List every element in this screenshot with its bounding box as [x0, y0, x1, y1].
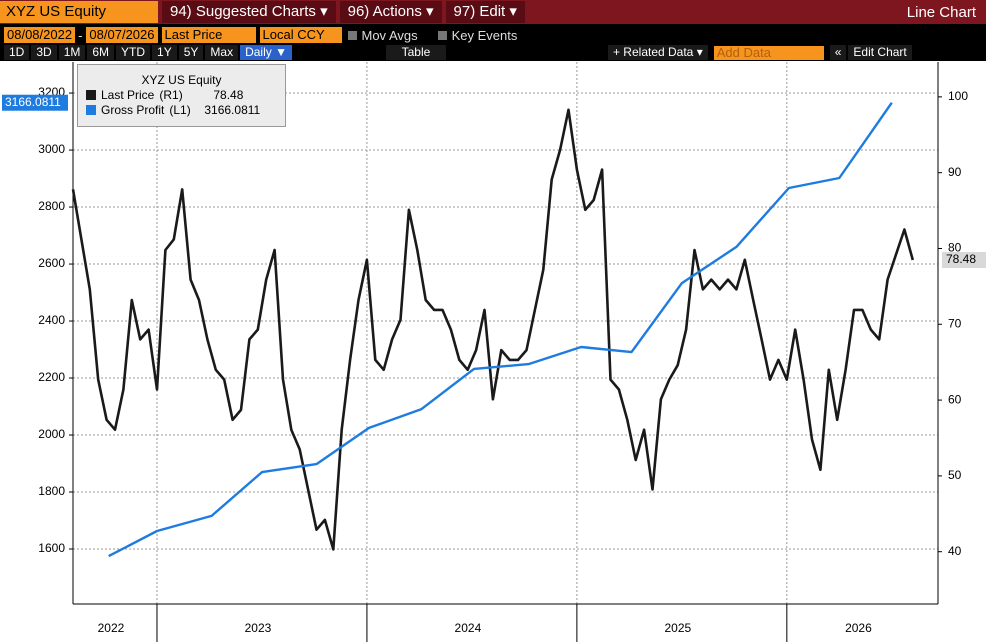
last-value-box — [2, 94, 68, 111]
legend-entry: Last Price (R1) 78.48 — [86, 88, 285, 102]
title-bar: XYZ US Equity 94) Suggested Charts ▾ 96)… — [0, 0, 986, 24]
y-tick-label: 2200 — [38, 370, 65, 384]
menu[interactable]: 97) Edit ▾ — [445, 1, 525, 23]
y2-tick-label: 60 — [948, 392, 962, 406]
legend-tag: (L1) — [169, 103, 191, 117]
legend: XYZ US Equity Last Price (R1) 78.48 Gross P… — [77, 64, 286, 127]
last-value-label: 78.48 — [946, 252, 976, 266]
date-sep: - — [78, 27, 83, 43]
period-button[interactable]: YTD — [116, 45, 151, 60]
y-tick-label: 1600 — [38, 541, 65, 555]
x-tick-label: 2023 — [245, 621, 272, 635]
view-name[interactable]: Line Chart — [906, 3, 976, 21]
legend-tag: (R1) — [159, 88, 183, 102]
period-button[interactable]: 5Y — [178, 45, 204, 60]
y-tick-label: 3000 — [38, 142, 65, 156]
edit-chart[interactable]: Edit Chart — [848, 45, 912, 60]
start-date[interactable]: 08/08/2022 — [4, 27, 76, 43]
menu[interactable]: 94) Suggested Charts ▾ — [162, 1, 336, 23]
y-tick-label: 2000 — [38, 427, 65, 441]
key-events[interactable]: Key Events — [438, 28, 518, 43]
y2-tick-label: 40 — [948, 544, 962, 558]
mov-avgs[interactable]: Mov Avgs — [348, 28, 418, 43]
add-data[interactable]: Add Data — [713, 45, 824, 60]
settings-bar: 08/08/2022 - 08/07/2026 Last Price Local… — [0, 26, 986, 44]
period-buttons: 1D 3D 1M 6M YTD 1Y 5Y Max — [4, 45, 240, 60]
y2-tick-label: 50 — [948, 468, 962, 482]
period-button[interactable]: 1Y — [152, 45, 177, 60]
y2-tick-label: 70 — [948, 316, 962, 330]
security-field[interactable]: XYZ US Equity — [0, 1, 158, 23]
y-tick-label: 2600 — [38, 256, 65, 270]
menu[interactable]: 96) Actions ▾ — [339, 1, 442, 23]
period-button[interactable]: 3D — [31, 45, 57, 60]
x-tick-label: 2022 — [98, 621, 125, 635]
series-line — [71, 108, 915, 551]
last-value-label: 3166.0811 — [5, 95, 61, 109]
period-button[interactable]: 1M — [58, 45, 86, 60]
related-data[interactable]: + Related Data ▾ — [607, 45, 708, 60]
legend-entry: Gross Profit (L1) 3166.0811 — [86, 103, 285, 117]
period-button[interactable]: Max — [205, 45, 239, 60]
x-tick-label: 2026 — [845, 621, 872, 635]
legend-title: XYZ US Equity — [141, 73, 222, 87]
legend-swatch — [86, 105, 96, 115]
y2-tick-label: 80 — [948, 241, 962, 255]
y2-tick-label: 100 — [948, 89, 968, 103]
collapse[interactable]: « — [829, 45, 847, 60]
field-select[interactable]: Last Price — [161, 27, 256, 43]
legend-value: 3166.0811 — [204, 103, 261, 117]
last-value-box — [942, 252, 986, 269]
y-tick-label: 2800 — [38, 199, 65, 213]
legend-name: Gross Profit — [101, 103, 165, 117]
frequency[interactable]: Daily ▼ — [240, 45, 292, 60]
y-tick-label: 2400 — [38, 313, 65, 327]
legend-value: 78.48 — [213, 88, 244, 102]
end-date[interactable]: 08/07/2026 — [86, 27, 158, 43]
period-button[interactable]: 1D — [4, 45, 30, 60]
y-tick-label: 1800 — [38, 484, 65, 498]
currency-select[interactable]: Local CCY — [259, 27, 342, 43]
chart-background — [0, 61, 986, 642]
table-button[interactable]: Table — [385, 45, 446, 60]
x-tick-label: 2025 — [665, 621, 692, 635]
legend-name: Last Price — [101, 88, 155, 102]
series-line — [108, 102, 893, 558]
tool-bar: 1D 3D 1M 6M YTD 1Y 5Y Max Daily ▼ Table + Relat… — [0, 44, 986, 61]
y2-tick-label: 90 — [948, 165, 962, 179]
period-button[interactable]: 6M — [87, 45, 115, 60]
legend-swatch — [86, 90, 96, 100]
x-tick-label: 2024 — [455, 621, 482, 635]
